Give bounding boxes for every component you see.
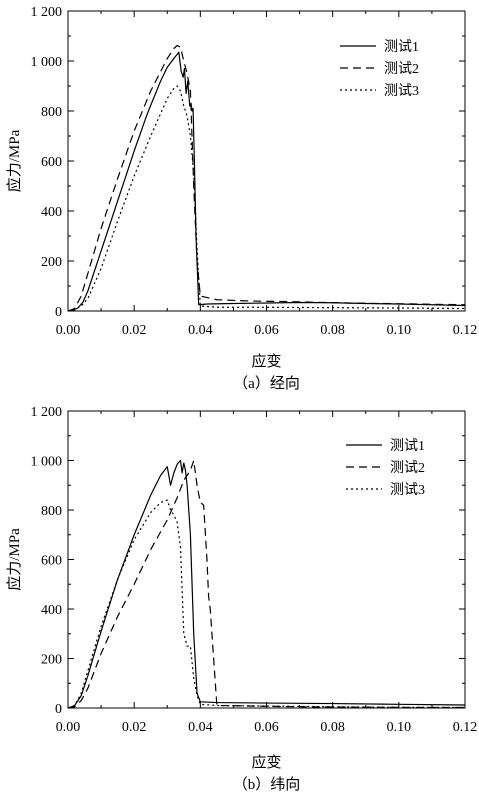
x-tick-label: 0.02 [122, 323, 147, 338]
series-line-3 [67, 85, 466, 312]
plot-area: 0.00 0.02 0.04 0.06 0.08 0.10 0.12 0 200 400 600 80… [31, 405, 478, 735]
y-axis-title: 应力/MPa [5, 129, 23, 192]
x-tick-label: 0.06 [254, 720, 279, 735]
y-tick-label: 600 [41, 155, 62, 170]
chart-panel-a: 0.00 0.02 0.04 0.06 0.08 0.10 0.12 0 200 400 600 80… [5, 5, 477, 392]
y-tick-label: 1 000 [31, 455, 63, 470]
x-axis-title: 应变 [251, 352, 281, 370]
legend: 测试1 测试2 测试3 [340, 39, 419, 99]
y-tick-label: 800 [41, 105, 62, 120]
y-tick-label: 0 [55, 305, 62, 320]
series-line-2 [67, 459, 465, 709]
legend-label: 测试1 [384, 39, 419, 55]
x-tick-label: 0.00 [56, 720, 81, 735]
x-tick-label: 0.08 [320, 323, 345, 338]
x-tick-label: 0.12 [453, 323, 478, 338]
chart-caption: （b）纬向 [233, 776, 301, 793]
y-tick-label: 200 [41, 255, 62, 270]
y-tick-label: 1 000 [31, 55, 63, 70]
x-tick-label: 0.00 [56, 323, 81, 338]
series-line-2 [67, 44, 466, 312]
y-tick-label: 200 [41, 653, 62, 668]
chart-caption: （a）经向 [233, 375, 300, 392]
y-tick-label: 400 [41, 205, 62, 220]
legend-label: 测试2 [384, 61, 419, 77]
plot-frame [67, 10, 466, 312]
x-axis-title: 应变 [251, 753, 281, 771]
y-tick-label: 600 [41, 554, 62, 569]
y-tick-label: 800 [41, 504, 62, 519]
legend-label: 测试2 [390, 460, 425, 476]
series-line-1 [67, 51, 466, 312]
series-line-1 [67, 459, 466, 709]
legend-label: 测试3 [384, 83, 419, 99]
legend-label: 测试3 [390, 482, 425, 498]
x-tick-label: 0.10 [387, 720, 412, 735]
y-tick-label: 1 200 [31, 405, 63, 420]
x-tick-label: 0.06 [254, 323, 279, 338]
plot-area: 0.00 0.02 0.04 0.06 0.08 0.10 0.12 0 200 400 600 80… [31, 5, 478, 338]
legend: 测试1 测试2 测试3 [346, 438, 425, 498]
x-tick-label: 0.04 [188, 323, 213, 338]
x-tick-label: 0.08 [320, 720, 345, 735]
x-tick-label: 0.10 [387, 323, 412, 338]
x-tick-label: 0.02 [122, 720, 147, 735]
y-tick-label: 0 [55, 702, 62, 717]
series-line-3 [67, 499, 466, 709]
legend-label: 测试1 [390, 438, 425, 454]
y-tick-label: 400 [41, 603, 62, 618]
plot-frame [67, 410, 466, 709]
chart-panel-b: 0.00 0.02 0.04 0.06 0.08 0.10 0.12 0 200 400 600 80… [5, 405, 477, 793]
y-axis-title: 应力/MPa [5, 528, 23, 591]
y-tick-label: 1 200 [31, 5, 63, 20]
x-tick-label: 0.04 [188, 720, 213, 735]
x-tick-label: 0.12 [453, 720, 478, 735]
